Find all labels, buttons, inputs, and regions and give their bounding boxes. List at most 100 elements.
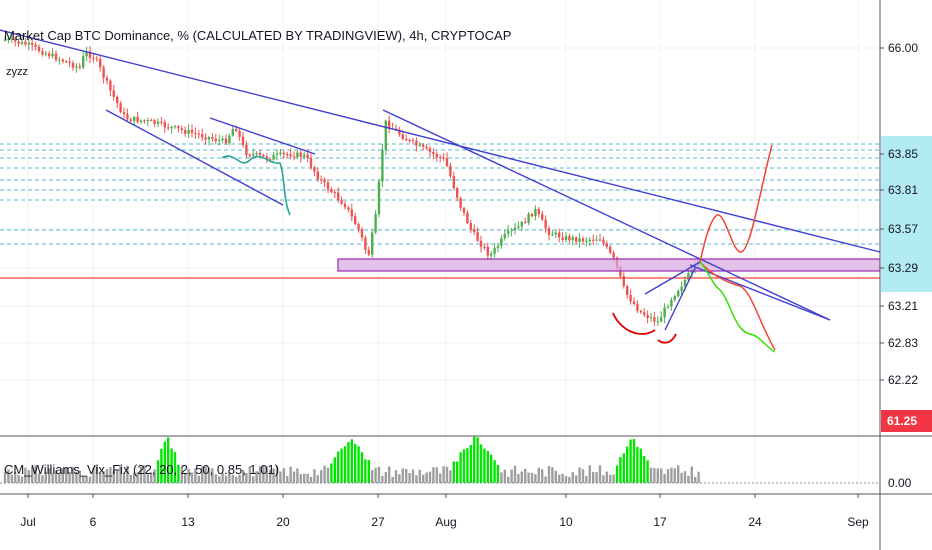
candle-body [445,157,449,166]
y-tick-label: 63.21 [888,299,918,313]
vix-bar [99,473,102,483]
vix-bar [564,476,568,483]
x-tick-label: 27 [371,515,385,529]
candle-body [228,135,231,144]
vix-bar [279,471,282,483]
candle-body [31,42,34,45]
vix-bar [561,473,564,483]
candle-body [129,119,132,121]
vix-bar [136,472,139,483]
vix-bar [41,475,44,483]
candle-body [476,232,479,241]
vix-bar [296,468,299,483]
vix-bar [575,475,578,483]
vix-bar [173,452,177,483]
vix-bar [371,470,374,483]
vix-bar [405,468,408,483]
vix-bar [680,472,683,483]
vix-bar [139,466,143,483]
candle-body [517,226,520,228]
candle-body [588,239,591,242]
vix-bar [204,466,207,483]
candle-body [238,130,241,137]
vix-bar [20,476,24,483]
vix-bar [109,467,112,483]
vix-bar [466,448,469,483]
vix-bar [585,475,588,483]
vix-bar [167,437,170,483]
candle-body [656,321,659,323]
vix-bar [231,474,234,483]
candle-body [231,128,234,136]
candle-body [473,229,476,233]
candle-body [54,53,58,60]
x-tick-label: 24 [748,515,762,529]
vix-bar [554,470,557,483]
candle-body [612,252,615,258]
vix-bar [133,472,136,483]
vix-bar [364,459,367,483]
vix-bar [156,460,160,483]
vix-bar [445,466,449,483]
candle-body [197,133,200,135]
vix-bar [71,467,75,483]
candle-body [156,121,160,124]
vix-bar [122,472,126,483]
candle-body [146,120,149,122]
vix-bar [493,460,496,483]
candle-body [258,152,262,156]
vix-bar [483,448,486,483]
candle-body [292,156,296,158]
candle-body [221,138,224,141]
candle-body [357,224,360,230]
chart-title: Market Cap BTC Dominance, % (CALCULATED … [4,28,511,43]
candle-body [377,181,381,215]
vix-bar [207,467,211,483]
vix-bar [201,466,204,483]
vix-bar [425,472,428,483]
vix-bar [432,467,435,483]
vix-bar [194,468,197,483]
candle-body [255,152,258,154]
vix-bar [602,475,605,483]
vix-bar [126,465,129,483]
vix-bar [85,476,88,483]
vix-bar [418,469,421,483]
vix-bar [54,470,58,483]
candle-body [415,140,418,146]
vix-bar [537,467,540,483]
low-arc-left [612,312,656,335]
candle-body [442,157,445,159]
vix-bar [343,446,347,483]
trendline [664,267,696,331]
candle-body [568,236,571,241]
candle-body [326,182,330,190]
vix-bar [507,476,510,483]
candle-body [48,53,51,57]
candle-body [439,156,442,158]
vix-bar [58,473,61,483]
vix-bar [598,465,602,483]
candle-body [173,126,177,128]
vix-bar [435,467,438,483]
candle-body [364,237,367,250]
vix-bar [252,476,255,483]
candle-body [561,237,564,240]
vix-bar [360,452,364,483]
candle-body [666,306,670,308]
candle-body [136,116,139,123]
candle-body [126,114,129,120]
candle-body [411,140,415,142]
candle-body [320,179,323,181]
candle-body [95,58,98,60]
candle-body [116,96,119,104]
candle-body [354,216,357,225]
candle-body [88,51,92,58]
candle-body [670,299,673,307]
vix-bar [639,448,642,483]
candle-body [105,77,109,81]
vix-bar [258,466,262,483]
candle-body [119,103,122,113]
y-tick-label: 62.83 [888,336,918,350]
candle-body [3,39,7,41]
